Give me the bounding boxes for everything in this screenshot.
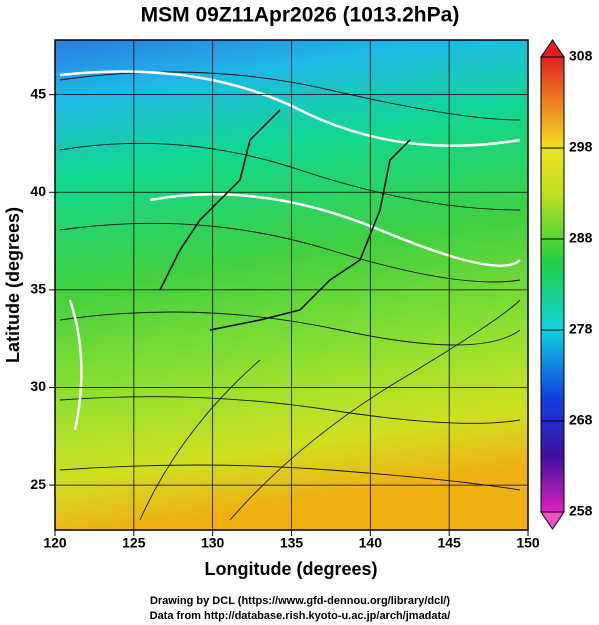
y-tick-label: 40: [30, 183, 46, 199]
colorbar-tick-label: 308: [569, 48, 593, 64]
x-tick-label: 150: [516, 535, 540, 551]
coastline: [159, 109, 411, 331]
y-tick-label: 30: [30, 378, 46, 394]
colorbar-max-arrow: [540, 39, 565, 58]
credit: Drawing by DCL (https://www.gfd-dennou.o…: [150, 595, 450, 607]
x-tick-label: 135: [280, 535, 304, 551]
x-tick-label: 130: [201, 535, 225, 551]
y-tick-label: 35: [30, 281, 46, 297]
colorbar-tick-label: 278: [569, 321, 593, 337]
credit: Data from http://database.rish.kyoto-u.a…: [150, 610, 451, 622]
x-axis-label: Longitude (degrees): [204, 559, 377, 579]
colorbar-tick-label: 288: [569, 230, 593, 246]
x-tick-label: 125: [122, 535, 146, 551]
x-tick-label: 120: [43, 535, 67, 551]
y-tick-label: 45: [30, 85, 46, 101]
colorbar-min-arrow: [540, 511, 565, 530]
x-tick-label: 140: [359, 535, 383, 551]
colorbar: [540, 56, 565, 513]
title: MSM 09Z11Apr2026 (1013.2hPa): [141, 4, 460, 27]
colorbar-tick-label: 298: [569, 139, 593, 155]
colorbar-tick-label: 268: [569, 412, 593, 428]
y-tick-label: 25: [30, 476, 46, 492]
x-tick-label: 145: [437, 535, 461, 551]
y-axis-label: Latitude (degrees): [3, 207, 23, 363]
colorbar-tick-label: 258: [569, 503, 593, 519]
